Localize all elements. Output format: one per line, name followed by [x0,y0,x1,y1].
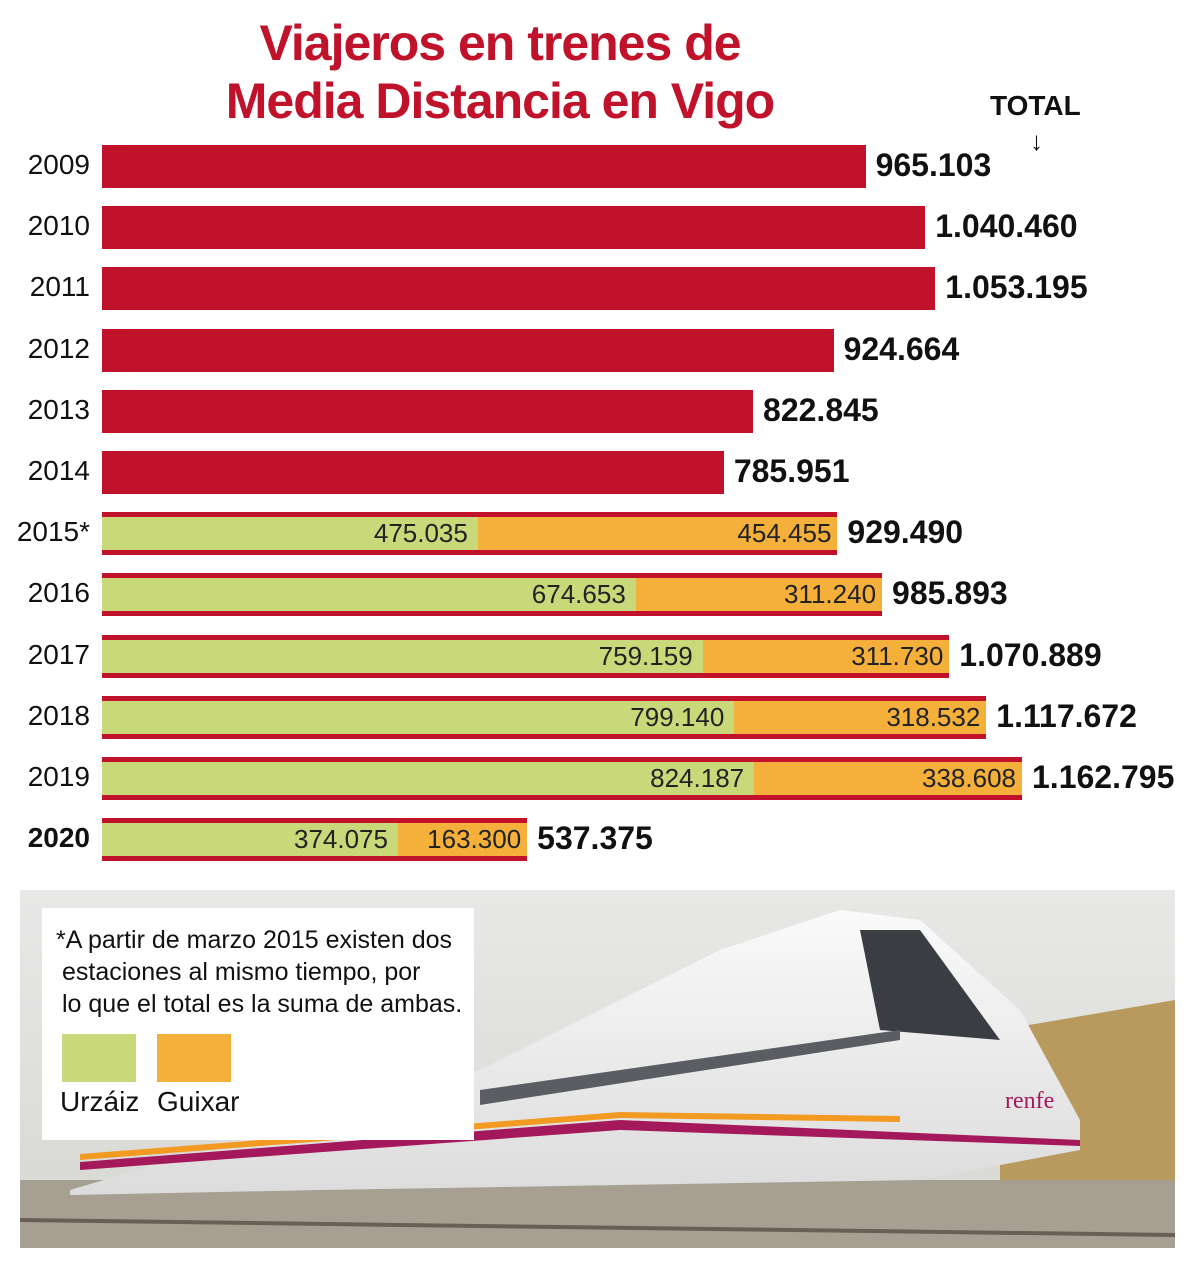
year-label: 2009 [27,149,90,180]
bar-2011 [102,267,936,311]
footnote: *A partir de marzo 2015 existen dos esta… [56,924,462,1020]
bar-2012 [102,328,834,372]
bar-2013 [102,389,754,433]
bar-2016: 674.653 311.240 [102,573,883,617]
year-label: 2010 [27,210,90,242]
bar-segment-urzaiz [102,639,703,673]
legend-swatch-urzaiz [62,1034,136,1082]
value-label-guixar: 311.730 [851,640,944,671]
bar-2014 [102,451,724,494]
year-label: 2019 [27,761,90,792]
bar-2017: 759.159 311.730 [102,634,950,678]
value-label-guixar: 338.608 [922,763,1016,793]
total-value-label: 1.117.672 [996,697,1137,734]
total-value-label: 1.040.460 [935,208,1078,245]
total-value-label: 785.951 [733,453,850,489]
year-label: 2011 [29,271,90,303]
bar-segment-guixar [754,762,1022,795]
footnote-legend-box: *A partir de marzo 2015 existen dos esta… [42,908,474,1140]
total-value-label: 537.375 [537,820,653,857]
bar-segment-guixar [477,517,838,551]
value-label-guixar: 311.240 [783,579,877,610]
value-label-guixar: 454.455 [737,518,832,549]
legend-swatch-guixar [157,1034,231,1082]
bar-2019: 824.187 338.608 [102,757,1022,800]
value-label-urzaiz: 824.187 [650,763,745,793]
total-value-label: 822.845 [763,391,879,428]
value-label-urzaiz: 475.035 [373,518,468,549]
bar-2009 [102,145,866,188]
total-value-label: 1.162.795 [1032,759,1175,795]
value-label-guixar: 318.532 [886,701,981,732]
total-column-label: TOTAL [990,90,1081,121]
value-label-urzaiz: 799.140 [630,701,725,732]
year-label: 2014 [27,455,90,486]
chart-title: Viajeros en trenes de Media Distancia en… [150,14,850,130]
renfe-logo: renfe [1005,1088,1054,1114]
total-value-label: 965.103 [875,147,992,183]
bar-segment-urzaiz [102,700,735,734]
year-label: 2012 [27,332,90,364]
value-label-urzaiz: 374.075 [293,824,388,855]
year-label: 2020 [27,822,90,854]
arrow-down-icon: ↓ [1030,126,1043,156]
legend-label-urzaiz: Urzáiz [60,1086,140,1117]
year-label: 2018 [27,699,90,731]
legend-label-guixar: Guixar [157,1086,240,1117]
year-label: 2013 [27,393,90,425]
bar-2018: 799.140 318.532 [102,695,987,739]
bar-segment-guixar [397,823,528,857]
bar-segment-urzaiz [102,517,478,551]
total-value-label: 924.664 [843,330,960,367]
bar-segment-guixar [635,578,883,612]
total-value-label: 929.490 [847,514,964,551]
bar-segment-guixar [734,700,987,734]
bar-2020: 374.075 163.300 [102,818,528,862]
bar-segment-urzaiz [102,578,636,612]
footnote-line: estaciones al mismo tiempo, por [62,958,421,986]
year-label: 2016 [27,577,90,609]
bar-segment-urzaiz [102,823,398,857]
bar-chart: 2009 965.103 2010 1.040.460 2011 1.053.195 201… [16,145,1175,862]
title-line-1: Viajeros en trenes de [259,15,741,71]
bar-2015: 475.035 454.455 [102,512,838,556]
footnote-line: lo que el total es la suma de ambas. [62,990,463,1018]
bar-segment-guixar [702,639,950,673]
total-value-label: 985.893 [892,575,1008,612]
bar-2010 [102,206,926,250]
total-value-label: 1.053.195 [945,269,1088,306]
total-value-label: 1.070.889 [959,636,1102,673]
year-label: 2015* [16,516,90,548]
footnote-line: *A partir de marzo 2015 existen dos [56,926,453,954]
value-label-urzaiz: 674.653 [531,579,626,610]
bar-segment-urzaiz [102,762,755,795]
value-label-urzaiz: 759.159 [598,640,693,671]
year-label: 2017 [27,638,90,670]
title-line-2: Media Distancia en Vigo [225,73,775,129]
value-label-guixar: 163.300 [427,824,522,855]
